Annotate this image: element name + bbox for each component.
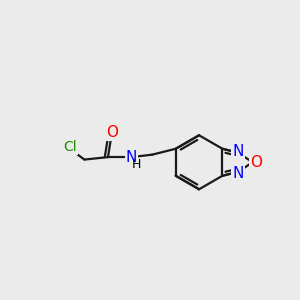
Text: O: O xyxy=(106,125,118,140)
Text: N: N xyxy=(232,144,244,159)
Text: N: N xyxy=(232,166,244,181)
Text: Cl: Cl xyxy=(63,140,76,154)
Text: N: N xyxy=(126,150,137,165)
Text: H: H xyxy=(131,158,141,171)
Text: O: O xyxy=(250,155,262,170)
